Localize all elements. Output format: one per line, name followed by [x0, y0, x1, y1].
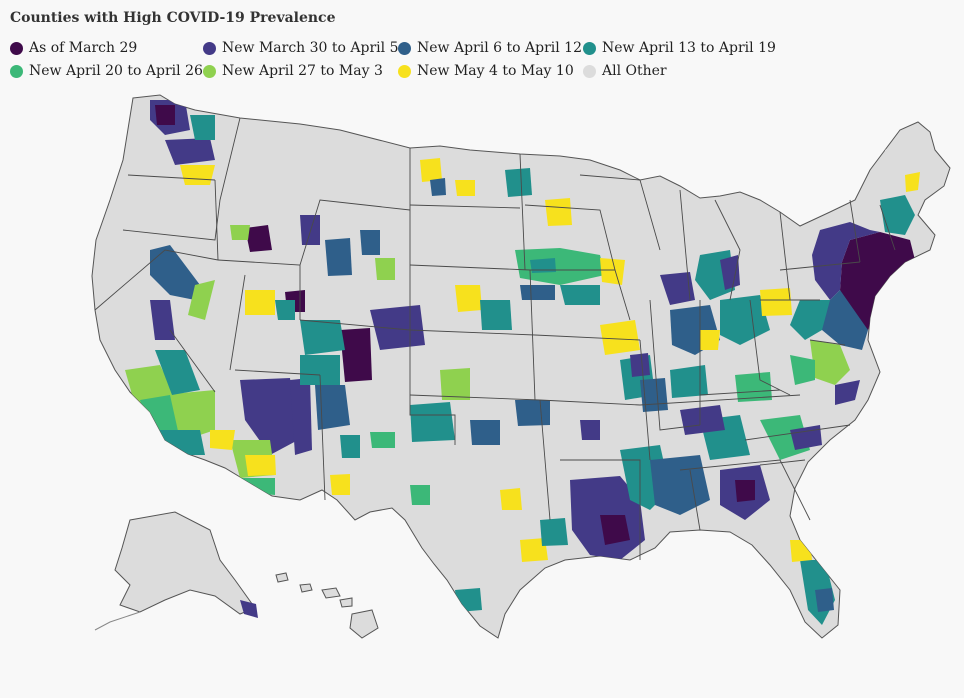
map-svg — [91, 94, 951, 639]
legend-swatch — [583, 41, 596, 55]
us-county-map — [0, 85, 964, 694]
legend-swatch — [203, 64, 216, 78]
legend-label: New April 6 to April 12 — [417, 40, 582, 56]
hawaii — [275, 572, 379, 639]
legend-swatch — [203, 41, 216, 55]
legend-label: All Other — [602, 63, 667, 79]
alaska — [94, 511, 258, 631]
legend-label: New April 20 to April 26 — [29, 63, 203, 79]
legend-swatch — [10, 64, 23, 78]
legend-item-april-27-may-3: New April 27 to May 3 — [203, 63, 383, 79]
legend-swatch — [398, 64, 411, 78]
legend-label: New April 13 to April 19 — [602, 40, 776, 56]
legend-swatch — [10, 41, 23, 55]
map-title: Counties with High COVID-19 Prevalence — [10, 10, 336, 26]
legend-item-april-13-april-19: New April 13 to April 19 — [583, 40, 776, 56]
legend-swatch — [398, 41, 411, 55]
legend-item-as-of-march-29: As of March 29 — [10, 40, 137, 56]
county-clusters — [125, 100, 930, 625]
legend-label: New March 30 to April 5 — [222, 40, 399, 56]
legend-item-april-20-april-26: New April 20 to April 26 — [10, 63, 203, 79]
legend-label: As of March 29 — [29, 40, 138, 56]
legend-item-march-30-april-5: New March 30 to April 5 — [203, 40, 399, 56]
legend-label: New May 4 to May 10 — [417, 63, 574, 79]
legend-swatch — [583, 64, 596, 78]
state-borders — [94, 117, 896, 560]
legend-item-may-4-may-10: New May 4 to May 10 — [398, 63, 574, 79]
legend-item-all-other: All Other — [583, 63, 667, 79]
contiguous-us — [91, 94, 951, 639]
legend-item-april-6-april-12: New April 6 to April 12 — [398, 40, 582, 56]
legend-label: New April 27 to May 3 — [222, 63, 383, 79]
